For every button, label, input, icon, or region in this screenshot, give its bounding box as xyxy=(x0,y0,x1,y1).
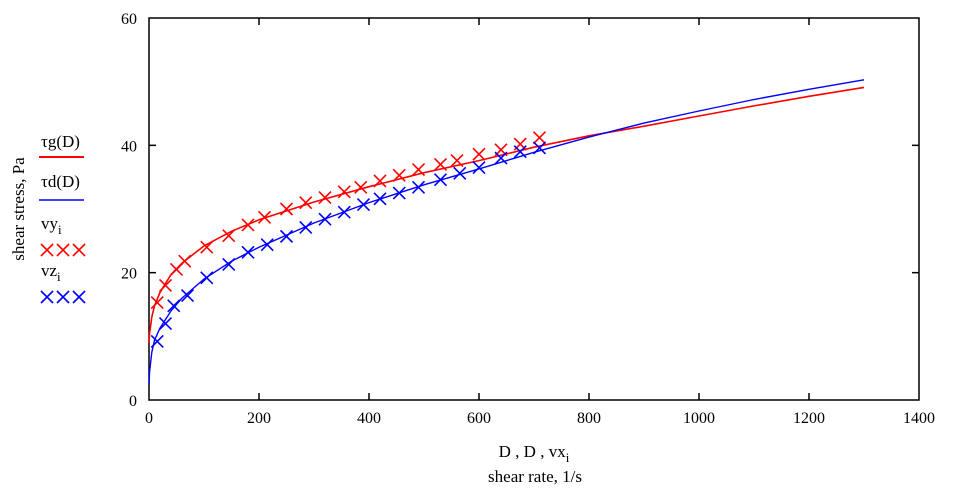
data-point-vy xyxy=(279,202,294,216)
data-point-vy xyxy=(450,154,464,168)
legend-marker-cross xyxy=(56,243,70,257)
legend-label-vy: vyi xyxy=(41,214,62,237)
series-line-td xyxy=(148,79,865,385)
data-point-vz xyxy=(200,271,214,285)
data-point-vy xyxy=(222,229,236,243)
legend-label-vy-sub: i xyxy=(58,222,62,237)
x-axis-expression-sub: i xyxy=(566,450,570,465)
legend-label-vz-main: vz xyxy=(41,261,58,280)
y-tick-label: 0 xyxy=(129,393,137,410)
data-point-vz xyxy=(392,186,406,200)
y-tick-label: 60 xyxy=(121,11,137,28)
data-point-vz xyxy=(472,161,486,175)
legend: τg(D) τd(D) vyi vzi xyxy=(39,132,86,304)
data-point-vz xyxy=(453,166,467,180)
legend-marker-cross xyxy=(40,290,54,304)
data-point-vy xyxy=(200,240,214,254)
legend-marker-cross xyxy=(56,290,70,304)
x-axis-expression-main: D , D , vx xyxy=(499,442,567,461)
legend-marker-vz xyxy=(40,290,86,304)
x-tick-label: 600 xyxy=(467,410,491,427)
data-point-vy xyxy=(337,185,351,199)
x-axis-expression: D , D , vxi xyxy=(499,442,570,465)
x-axis-description: shear rate, 1/s xyxy=(488,467,582,486)
x-tick-label: 1000 xyxy=(683,410,715,427)
x-tick-label: 200 xyxy=(247,410,271,427)
plot-frame xyxy=(148,17,920,401)
legend-label-vy-main: vy xyxy=(41,214,59,233)
x-tick-label: 1200 xyxy=(793,410,825,427)
data-point-vy xyxy=(354,180,368,194)
x-tick-label: 1400 xyxy=(903,410,935,427)
data-point-vy xyxy=(472,147,486,161)
x-tick-label: 0 xyxy=(145,410,153,427)
data-point-vz xyxy=(373,192,387,206)
y-tick-label: 40 xyxy=(121,138,137,155)
data-point-vy xyxy=(433,157,448,171)
data-point-vy xyxy=(178,254,192,268)
data-point-vy xyxy=(158,278,173,292)
axis-ticks: 0 200 400 600 800 1000 1200 1400 0 20 40 60 xyxy=(121,11,935,427)
data-point-vy xyxy=(411,162,426,177)
data-point-vy xyxy=(150,296,164,310)
data-point-vz xyxy=(167,299,181,313)
data-point-vz xyxy=(158,317,173,331)
plot-area xyxy=(148,17,920,401)
data-point-vz xyxy=(180,289,195,303)
series-layer xyxy=(148,79,865,385)
data-point-vy xyxy=(373,174,387,188)
data-point-vy xyxy=(299,196,313,210)
data-point-vz xyxy=(356,197,371,212)
legend-marker-cross xyxy=(40,243,54,257)
y-axis-label: shear stress, Pa xyxy=(9,157,28,261)
legend-marker-cross xyxy=(72,243,86,257)
data-point-vz xyxy=(494,151,508,165)
legend-marker-cross xyxy=(72,290,86,304)
data-point-vy xyxy=(257,210,272,224)
data-point-vz xyxy=(433,173,448,187)
data-point-vz xyxy=(260,238,274,252)
data-point-vy xyxy=(241,218,255,232)
series-line-tg xyxy=(148,86,865,343)
x-tick-label: 800 xyxy=(577,410,601,427)
data-point-vy xyxy=(392,168,406,182)
legend-marker-vy xyxy=(40,243,86,257)
data-point-vz xyxy=(150,334,164,348)
legend-label-td: τd(D) xyxy=(41,172,80,191)
data-point-vz xyxy=(299,220,313,235)
data-point-vz xyxy=(279,229,294,243)
data-point-vz xyxy=(513,145,527,159)
data-point-vz xyxy=(532,141,547,155)
legend-label-vz-sub: i xyxy=(57,269,61,284)
data-point-vy xyxy=(318,190,332,205)
legend-label-vz: vzi xyxy=(41,261,61,284)
data-point-vz xyxy=(411,180,426,194)
data-point-vz xyxy=(222,257,236,271)
legend-label-tg: τg(D) xyxy=(41,132,80,151)
data-point-vy xyxy=(532,131,547,145)
y-tick-label: 20 xyxy=(121,266,137,283)
x-tick-label: 400 xyxy=(357,410,381,427)
data-point-vz xyxy=(241,245,255,259)
data-point-vz xyxy=(318,212,332,226)
data-point-vz xyxy=(337,205,351,219)
